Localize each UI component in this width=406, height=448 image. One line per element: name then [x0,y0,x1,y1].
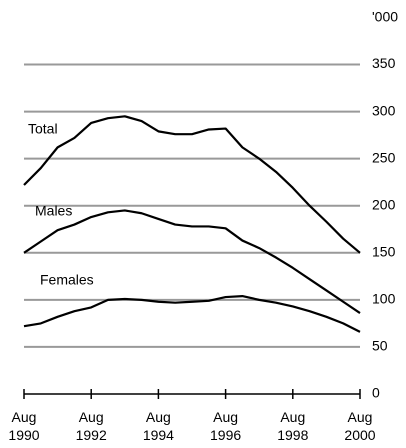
x-tick-label: Aug 1998 [277,409,309,443]
y-axis-label: '000 [372,9,398,25]
series-label: Males [35,203,72,219]
x-tick-label: Aug 1992 [75,409,107,443]
line [23,115,361,254]
y-tick-label: 200 [372,196,396,212]
y-tick-label: 300 [372,102,396,118]
y-tick-label: 150 [372,244,396,260]
line [23,209,361,314]
y-tick-label: 100 [372,291,396,307]
y-tick-label: 50 [372,338,388,354]
series-label: Total [28,121,58,137]
x-tick-label: Aug 1990 [8,409,40,443]
y-tick-label: 350 [372,55,396,71]
y-tick-label: 0 [372,385,380,401]
x-tick-label: Aug 2000 [344,409,376,443]
x-tick-label: Aug 1996 [210,409,242,443]
series-label: Females [40,272,94,288]
y-tick-label: 250 [372,149,396,165]
x-tick-label: Aug 1994 [142,409,174,443]
line [23,295,361,333]
